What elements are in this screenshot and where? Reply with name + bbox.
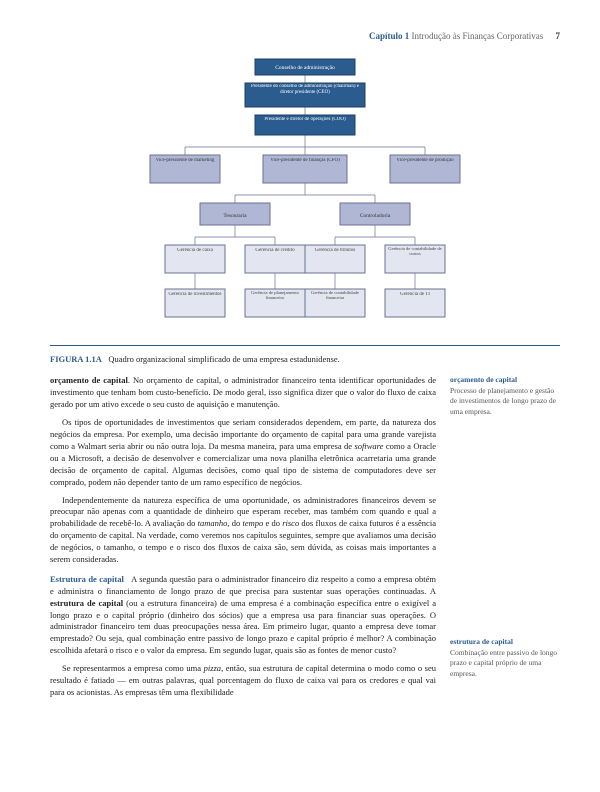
node-controllership: Controladoria: [340, 203, 410, 225]
figure-caption: FIGURA 1.1A Quadro organizacional simpli…: [50, 354, 560, 366]
node-investments: Gerência de investimentos: [165, 289, 225, 317]
node-cfo-label: Vice-presidente de finanças (CFO): [265, 158, 345, 164]
node-gc-label: Gerência de caixa: [167, 248, 223, 254]
p4: Estrutura de capital A segunda questão p…: [50, 574, 436, 657]
chapter-title: Introdução às Finanças Corporativas: [412, 31, 544, 41]
margin-notes: orçamento de capital Processo de planeja…: [450, 375, 560, 704]
p3: Independentemente da natureza específica…: [50, 495, 436, 566]
node-gcr-label: Gerência de crédito: [247, 248, 303, 254]
node-cost-acct: Gerência de contabilidade de custos: [385, 245, 445, 273]
p5: Se representarmos a empresa como uma piz…: [50, 663, 436, 699]
node-cash-mgmt: Gerência de caixa: [165, 245, 225, 273]
node-ceo: Presidente do conselho de administração …: [245, 83, 365, 107]
node-board: Conselho de administração: [255, 59, 355, 75]
margin-term-1: orçamento de capital: [450, 375, 560, 386]
margin-note-2: estrutura de capital Combinação entre pa…: [450, 637, 560, 679]
figure-rule: [50, 345, 560, 346]
margin-def-2: Combinação entre passivo de longo prazo …: [450, 648, 557, 678]
node-gcc-label: Gerência de contabilidade de custos: [387, 246, 443, 257]
margin-note-1: orçamento de capital Processo de planeja…: [450, 375, 560, 417]
node-cfo: Vice-presidente de finanças (CFO): [263, 155, 347, 183]
node-vp-production: Vice-presidente de produção: [390, 155, 460, 183]
node-vpm-label: Vice-presidente de marketing: [152, 158, 218, 164]
chapter-label: Capítulo 1: [369, 31, 409, 41]
node-coo-label: Presidente e diretor de operações (COO): [257, 117, 353, 123]
figure-label: FIGURA 1.1A: [50, 354, 102, 364]
node-gt-label: Gerência de tributos: [307, 248, 363, 254]
node-tes-label: Tesouraria: [223, 213, 247, 219]
node-vpp-label: Vice-presidente de produção: [392, 158, 458, 164]
node-vp-marketing: Vice-presidente de marketing: [150, 155, 220, 183]
margin-term-2: estrutura de capital: [450, 637, 560, 648]
node-fin-planning: Gerência de planejamento financeiro: [245, 289, 305, 317]
term-estrutura: estrutura de capital: [50, 598, 123, 608]
node-board-label: Conselho de administração: [275, 65, 335, 71]
term-orcamento: orçamento de capital: [50, 375, 128, 385]
margin-def-1: Processo de planejamento e gestão de inv…: [450, 386, 556, 416]
p2: Os tipos de oportunidades de investiment…: [50, 417, 436, 488]
org-chart: Conselho de administração Presidente do …: [115, 55, 495, 335]
org-chart-svg: Conselho de administração Presidente do …: [115, 55, 495, 335]
node-treasury: Tesouraria: [200, 203, 270, 225]
node-gti-label: Gerência de TI: [387, 292, 443, 298]
node-ctl-label: Controladoria: [360, 213, 391, 219]
node-coo: Presidente e diretor de operações (COO): [255, 115, 355, 135]
node-gi-label: Gerência de investimentos: [167, 292, 223, 298]
node-credit-mgmt: Gerência de crédito: [245, 245, 305, 273]
node-gcf-label: Gerência de contabilidade financeira: [307, 290, 363, 301]
body-text: orçamento de capital. No orçamento de ca…: [50, 375, 436, 704]
node-tax-mgmt: Gerência de tributos: [305, 245, 365, 273]
figure-caption-text: Quadro organizacional simplificado de um…: [108, 354, 339, 364]
page-number: 7: [556, 31, 561, 41]
node-ceo-label: Presidente do conselho de administração …: [247, 84, 363, 96]
section-heading-estrutura: Estrutura de capital: [50, 574, 124, 584]
page-header: Capítulo 1 Introdução às Finanças Corpor…: [50, 30, 560, 43]
node-fin-acct: Gerência de contabilidade financeira: [305, 289, 365, 317]
node-gpf-label: Gerência de planejamento financeiro: [247, 290, 303, 301]
node-it: Gerência de TI: [385, 289, 445, 317]
p1: orçamento de capital. No orçamento de ca…: [50, 375, 436, 411]
